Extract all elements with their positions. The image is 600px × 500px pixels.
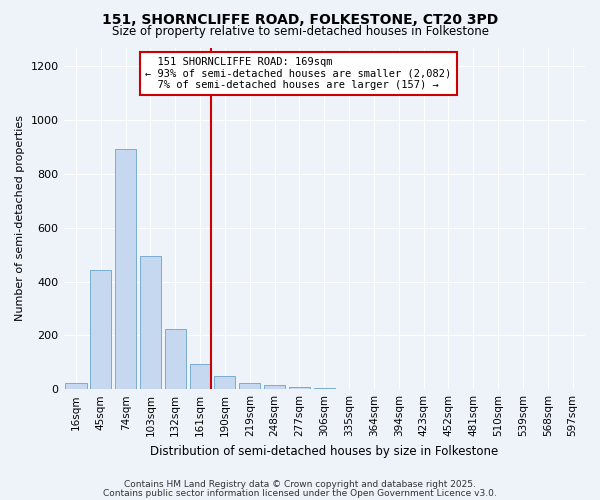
Bar xyxy=(289,387,310,389)
Text: Contains HM Land Registry data © Crown copyright and database right 2025.: Contains HM Land Registry data © Crown c… xyxy=(124,480,476,489)
Bar xyxy=(165,328,186,389)
Bar xyxy=(140,256,161,389)
Bar xyxy=(65,384,86,389)
Text: 151, SHORNCLIFFE ROAD, FOLKESTONE, CT20 3PD: 151, SHORNCLIFFE ROAD, FOLKESTONE, CT20 … xyxy=(102,12,498,26)
Text: Contains public sector information licensed under the Open Government Licence v3: Contains public sector information licen… xyxy=(103,488,497,498)
Bar xyxy=(314,388,335,389)
Bar xyxy=(115,149,136,389)
Bar xyxy=(214,376,235,389)
Text: 151 SHORNCLIFFE ROAD: 169sqm
← 93% of semi-detached houses are smaller (2,082)
 : 151 SHORNCLIFFE ROAD: 169sqm ← 93% of se… xyxy=(145,57,452,90)
Bar xyxy=(90,270,112,389)
Bar xyxy=(264,385,285,389)
X-axis label: Distribution of semi-detached houses by size in Folkestone: Distribution of semi-detached houses by … xyxy=(150,444,499,458)
Y-axis label: Number of semi-detached properties: Number of semi-detached properties xyxy=(15,116,25,322)
Bar xyxy=(190,364,211,389)
Bar xyxy=(239,384,260,389)
Text: Size of property relative to semi-detached houses in Folkestone: Size of property relative to semi-detach… xyxy=(112,25,488,38)
